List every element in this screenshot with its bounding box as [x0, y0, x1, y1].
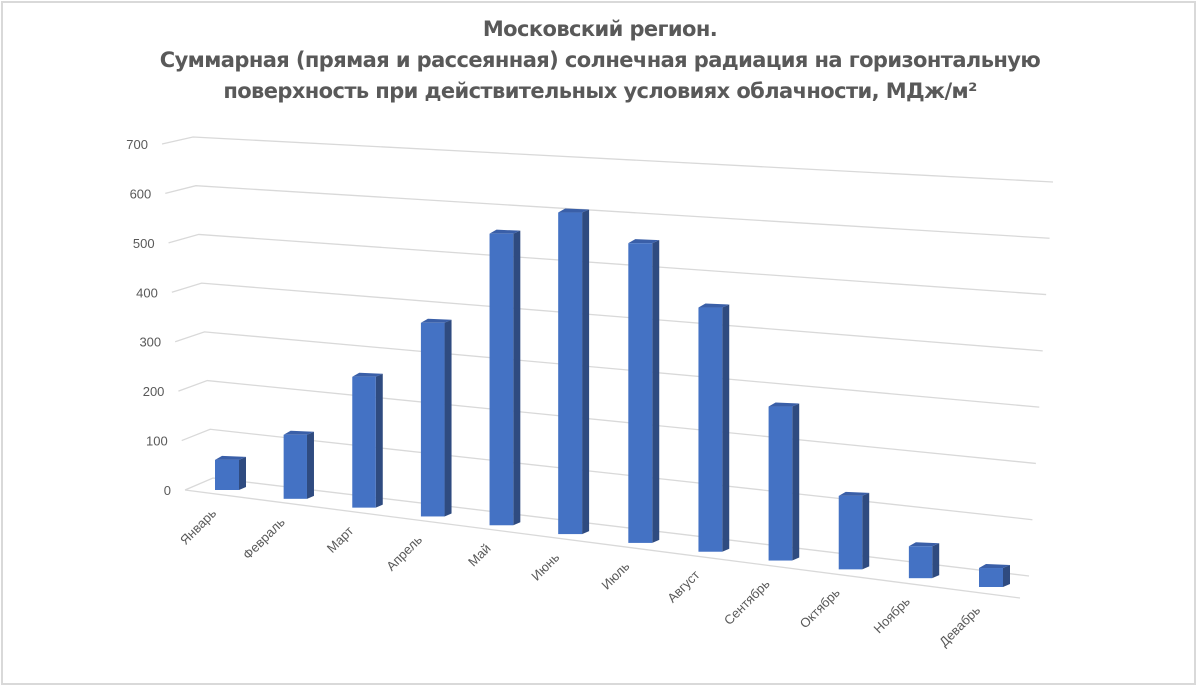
x-tick-label: Июль: [598, 558, 632, 592]
gridline: [171, 282, 1043, 352]
bar: [838, 491, 870, 570]
floor-front-edge: [184, 489, 1021, 599]
y-tick-label: 600: [130, 186, 152, 201]
x-tick-label: Ноябрь: [870, 594, 913, 637]
y-tick-label: 700: [126, 137, 148, 152]
bar: [283, 430, 314, 499]
gridline: [168, 233, 1047, 296]
y-tick-label: 200: [143, 384, 165, 399]
x-tick-label: Сентябрь: [721, 576, 773, 628]
bar: [489, 229, 521, 526]
y-tick-label: 300: [139, 335, 161, 350]
bar: [558, 208, 590, 535]
gridline: [161, 136, 1054, 183]
bar: [420, 318, 452, 517]
x-tick-label: Апрель: [383, 532, 425, 574]
y-axis-labels: 0 100 200 300 400 500 600 700: [126, 137, 171, 498]
gridline: [165, 185, 1050, 239]
x-tick-label: Январь: [177, 505, 219, 547]
chart-title-line-2: Суммарная (прямая и рассеянная) солнечна…: [159, 48, 1041, 72]
x-tick-label: Девабрь: [936, 602, 983, 649]
y-tick-label: 100: [146, 434, 168, 449]
x-tick-label: Октябрь: [797, 585, 843, 631]
bar: [628, 239, 660, 543]
chart-title-line-3: поверхность при действительных условиях …: [223, 79, 977, 103]
bar: [352, 372, 383, 508]
x-tick-label: Февраль: [240, 514, 288, 562]
x-tick-label: Июнь: [528, 549, 562, 583]
bar-series: [215, 208, 1010, 587]
y-tick-label: 500: [133, 236, 155, 251]
x-tick-label: Май: [465, 541, 494, 570]
gridline: [174, 331, 1040, 408]
bar: [979, 564, 1010, 587]
bar: [215, 455, 246, 490]
gridline: [181, 428, 1033, 521]
x-tick-label: Март: [324, 523, 357, 556]
bar: [768, 402, 800, 561]
bar: [698, 303, 730, 552]
gridlines: [161, 136, 1054, 599]
x-tick-label: Август: [664, 567, 702, 605]
y-tick-label: 400: [136, 285, 158, 300]
chart-title: Московский регион. Суммарная (прямая и р…: [0, 14, 1200, 107]
bar: [908, 542, 940, 579]
gridline: [184, 477, 1030, 577]
chart-title-line-1: Московский регион.: [482, 17, 718, 41]
gridline: [178, 379, 1036, 465]
y-tick-label: 0: [164, 483, 171, 498]
